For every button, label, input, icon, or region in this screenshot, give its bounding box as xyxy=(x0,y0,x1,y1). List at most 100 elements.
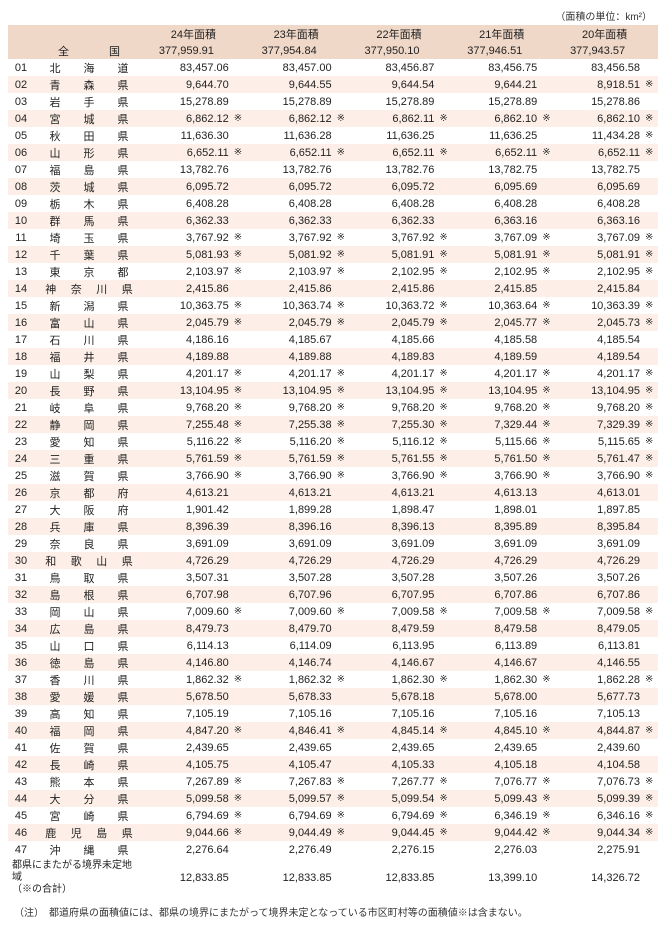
table-row: 45宮崎県6,794.69※6,794.69※6,794.69※6,346.19… xyxy=(8,807,658,824)
mark: ※ xyxy=(336,110,350,127)
area-value: 7,009.58 xyxy=(452,603,541,620)
column-header: 23年面積 xyxy=(247,25,350,42)
mark: ※ xyxy=(438,790,452,807)
area-value: 4,845.14 xyxy=(350,722,439,739)
mark: ※ xyxy=(438,450,452,467)
mark xyxy=(541,756,555,773)
mark xyxy=(438,858,452,898)
area-value: 7,105.13 xyxy=(555,705,644,722)
mark xyxy=(233,518,247,535)
mark: ※ xyxy=(541,824,555,841)
table-row: 13東京都2,103.97※2,103.97※2,102.95※2,102.95… xyxy=(8,263,658,280)
area-value: 6,114.09 xyxy=(247,637,336,654)
mark xyxy=(541,654,555,671)
mark: ※ xyxy=(438,246,452,263)
column-header: 20年面積 xyxy=(555,25,658,42)
area-value: 6,363.16 xyxy=(452,212,541,229)
mark xyxy=(644,195,658,212)
mark xyxy=(644,212,658,229)
table-row: 26京都府4,613.214,613.214,613.214,613.134,6… xyxy=(8,484,658,501)
area-value: 9,644.21 xyxy=(452,76,541,93)
area-value: 9,044.49 xyxy=(247,824,336,841)
mark xyxy=(233,127,247,144)
table-row: 47沖縄県2,276.642,276.492,276.152,276.032,2… xyxy=(8,841,658,858)
area-value: 6,114.13 xyxy=(144,637,233,654)
mark: ※ xyxy=(438,824,452,841)
mark xyxy=(233,705,247,722)
mark xyxy=(438,654,452,671)
area-value: 6,095.69 xyxy=(555,178,644,195)
mark xyxy=(438,739,452,756)
area-value: 13,104.95 xyxy=(144,382,233,399)
area-value: 5,678.33 xyxy=(247,688,336,705)
mark xyxy=(438,331,452,348)
area-value: 7,105.16 xyxy=(247,705,336,722)
table-row: 07福島県13,782.7613,782.7613,782.7613,782.7… xyxy=(8,161,658,178)
area-value: 9,768.20 xyxy=(144,399,233,416)
column-header: 22年面積 xyxy=(350,25,453,42)
mark xyxy=(336,76,350,93)
prefecture-name: 愛媛県 xyxy=(34,688,144,705)
row-number: 08 xyxy=(8,178,34,195)
mark xyxy=(233,858,247,898)
mark xyxy=(336,552,350,569)
mark xyxy=(644,518,658,535)
prefecture-name: 石川県 xyxy=(34,331,144,348)
mark: ※ xyxy=(438,297,452,314)
row-number: 13 xyxy=(8,263,34,280)
area-value: 3,691.09 xyxy=(247,535,336,552)
area-value: 5,081.93 xyxy=(144,246,233,263)
mark: ※ xyxy=(541,314,555,331)
area-value: 4,726.29 xyxy=(350,552,439,569)
area-value: 3,767.09 xyxy=(555,229,644,246)
mark: ※ xyxy=(438,365,452,382)
mark xyxy=(336,637,350,654)
area-value: 6,362.33 xyxy=(247,212,336,229)
mark xyxy=(644,93,658,110)
area-value: 2,415.86 xyxy=(247,280,336,297)
table-row: 46鹿児島県9,044.66※9,044.49※9,044.45※9,044.4… xyxy=(8,824,658,841)
prefecture-name: 福井県 xyxy=(34,348,144,365)
mark: ※ xyxy=(233,297,247,314)
area-value: 377,954.84 xyxy=(247,42,336,59)
row-number: 05 xyxy=(8,127,34,144)
mark xyxy=(541,552,555,569)
row-number: 11 xyxy=(8,229,34,246)
mark xyxy=(336,739,350,756)
area-value: 6,408.28 xyxy=(247,195,336,212)
mark xyxy=(438,756,452,773)
table-row: 37香川県1,862.32※1,862.32※1,862.30※1,862.30… xyxy=(8,671,658,688)
table-row: 22静岡県7,255.48※7,255.38※7,255.30※7,329.44… xyxy=(8,416,658,433)
area-value: 5,099.39 xyxy=(555,790,644,807)
area-value: 3,691.09 xyxy=(555,535,644,552)
mark xyxy=(541,688,555,705)
area-value: 7,255.38 xyxy=(247,416,336,433)
mark xyxy=(233,348,247,365)
mark xyxy=(336,586,350,603)
table-row: 38愛媛県5,678.505,678.335,678.185,678.005,6… xyxy=(8,688,658,705)
area-value: 13,104.95 xyxy=(452,382,541,399)
mark xyxy=(438,535,452,552)
mark xyxy=(644,841,658,858)
mark xyxy=(336,178,350,195)
area-value: 6,095.72 xyxy=(144,178,233,195)
area-value: 11,434.28 xyxy=(555,127,644,144)
area-value: 9,768.20 xyxy=(247,399,336,416)
area-value: 3,507.26 xyxy=(555,569,644,586)
table-row: 01北海道83,457.0683,457.0083,456.8783,456.7… xyxy=(8,59,658,76)
mark xyxy=(336,705,350,722)
area-value: 7,076.77 xyxy=(452,773,541,790)
table-row: 04宮城県6,862.12※6,862.12※6,862.11※6,862.10… xyxy=(8,110,658,127)
table-row: 27大阪府1,901.421,899.281,898.471,898.011,8… xyxy=(8,501,658,518)
table-row: 08茨城県6,095.726,095.726,095.726,095.696,0… xyxy=(8,178,658,195)
table-row: 15新潟県10,363.75※10,363.74※10,363.72※10,36… xyxy=(8,297,658,314)
mark xyxy=(644,331,658,348)
row-number: 09 xyxy=(8,195,34,212)
area-value: 4,105.18 xyxy=(452,756,541,773)
area-value: 7,329.44 xyxy=(452,416,541,433)
area-value: 8,479.70 xyxy=(247,620,336,637)
mark: ※ xyxy=(644,433,658,450)
mark xyxy=(336,535,350,552)
mark xyxy=(541,331,555,348)
prefecture-name: 群馬県 xyxy=(34,212,144,229)
